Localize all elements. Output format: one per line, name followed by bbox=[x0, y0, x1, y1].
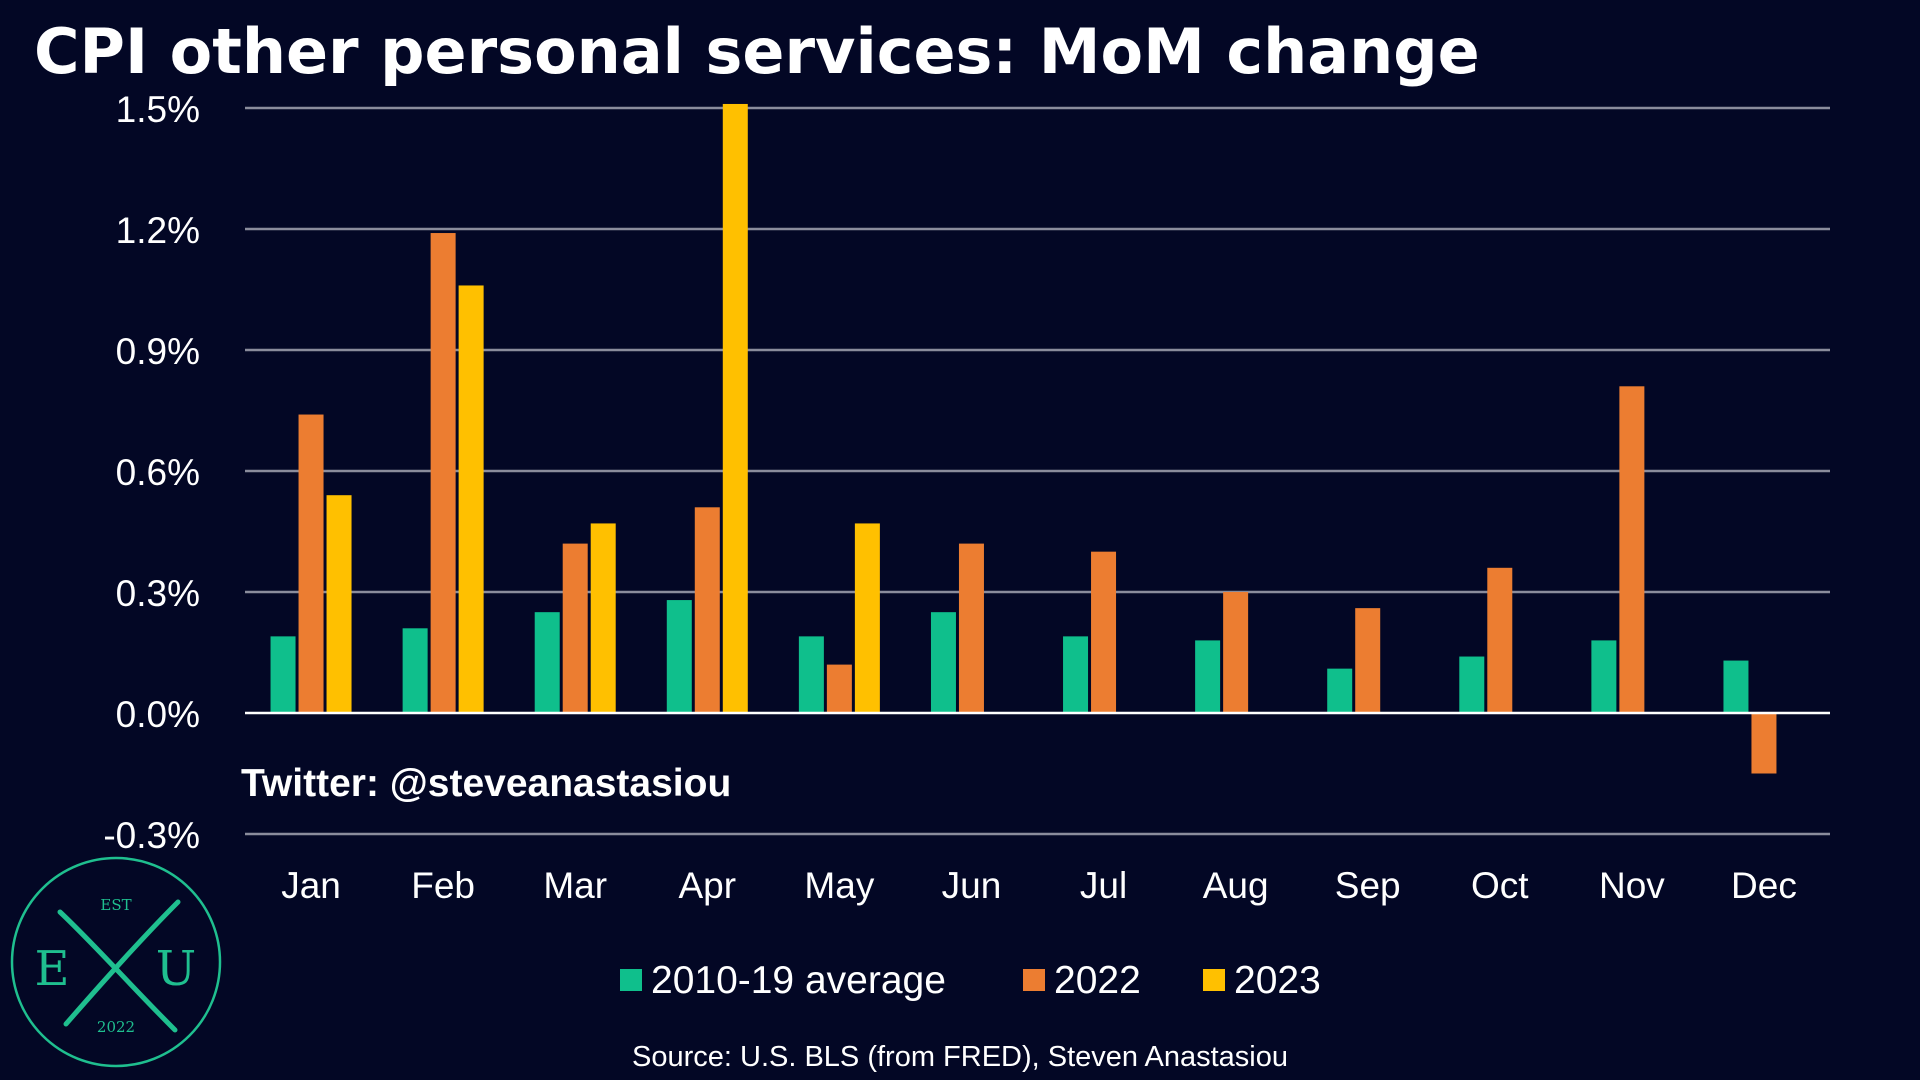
y-axis-ticks: 1.5% 1.2% 0.9% 0.6% 0.3% 0.0% -0.3% bbox=[103, 89, 200, 856]
bar-feb-1 bbox=[430, 233, 456, 714]
bar-sep-1 bbox=[1355, 608, 1381, 713]
bar-may-0 bbox=[798, 636, 824, 713]
bar-feb-2 bbox=[458, 285, 484, 713]
bar-dec-0 bbox=[1723, 660, 1749, 713]
bar-jul-0 bbox=[1063, 636, 1089, 713]
x-tick-label: Sep bbox=[1335, 865, 1401, 906]
y-tick-label: 0.3% bbox=[116, 573, 200, 614]
y-tick-label: 0.0% bbox=[116, 694, 200, 735]
exu-logo: EST E U 2022 bbox=[10, 856, 222, 1068]
legend-label: 2010-19 average bbox=[651, 959, 946, 1002]
bar-jun-1 bbox=[958, 543, 984, 713]
legend-swatch bbox=[1203, 969, 1225, 991]
chart-title: CPI other personal services: MoM change bbox=[34, 15, 1480, 88]
twitter-watermark: Twitter: @steveanastasiou bbox=[241, 762, 731, 805]
logo-e-letter: E bbox=[34, 941, 69, 997]
legend-item-avg: 2010-19 average bbox=[620, 959, 946, 1002]
x-tick-label: Jul bbox=[1080, 865, 1127, 906]
bar-aug-0 bbox=[1195, 640, 1221, 713]
legend-label: 2023 bbox=[1234, 959, 1321, 1002]
legend-swatch bbox=[620, 969, 642, 991]
bar-may-2 bbox=[854, 523, 880, 713]
bar-feb-0 bbox=[402, 628, 428, 713]
x-tick-label: Nov bbox=[1599, 865, 1665, 906]
bar-apr-0 bbox=[666, 600, 692, 713]
x-tick-label: May bbox=[804, 865, 874, 906]
x-tick-label: Feb bbox=[411, 865, 475, 906]
bar-jul-1 bbox=[1091, 551, 1117, 713]
bar-nov-0 bbox=[1591, 640, 1617, 713]
bar-oct-0 bbox=[1459, 656, 1485, 713]
bar-apr-1 bbox=[694, 507, 720, 713]
bar-dec-1 bbox=[1751, 713, 1777, 774]
x-axis-ticks: Jan Feb Mar Apr May Jun Jul Aug Sep Oct Nov Dec bbox=[281, 865, 1797, 906]
logo-year-text: 2022 bbox=[97, 1018, 135, 1036]
bar-nov-1 bbox=[1619, 386, 1645, 713]
source-note: Source: U.S. BLS (from FRED), Steven Ana… bbox=[632, 1041, 1288, 1073]
x-tick-label: Dec bbox=[1731, 865, 1797, 906]
logo-u-letter: U bbox=[156, 941, 196, 997]
y-tick-label: 0.6% bbox=[116, 452, 200, 493]
bar-jun-0 bbox=[930, 612, 956, 713]
bar-mar-1 bbox=[562, 543, 588, 713]
bar-sep-0 bbox=[1327, 668, 1353, 713]
y-tick-label: 1.2% bbox=[116, 210, 200, 251]
logo-cross-stroke-2 bbox=[63, 899, 181, 1027]
legend-swatch bbox=[1023, 969, 1045, 991]
legend-item-2023: 2023 bbox=[1203, 959, 1321, 1002]
legend-label: 2022 bbox=[1054, 959, 1141, 1002]
bar-jan-0 bbox=[270, 636, 296, 713]
bar-may-1 bbox=[826, 664, 852, 713]
x-tick-label: Aug bbox=[1203, 865, 1269, 906]
legend-item-2022: 2022 bbox=[1023, 959, 1141, 1002]
x-tick-label: Jun bbox=[942, 865, 1002, 906]
bar-oct-1 bbox=[1487, 567, 1513, 713]
grid-lines bbox=[245, 106, 1830, 836]
x-tick-label: Oct bbox=[1471, 865, 1529, 906]
y-tick-label: 0.9% bbox=[116, 331, 200, 372]
bar-mar-2 bbox=[590, 523, 616, 713]
bar-jan-1 bbox=[298, 414, 324, 713]
logo-est-text: EST bbox=[100, 896, 131, 914]
bars bbox=[270, 103, 1777, 774]
y-tick-label: 1.5% bbox=[116, 89, 200, 130]
x-tick-label: Mar bbox=[543, 865, 607, 906]
legend: 2010-19 average 2022 2023 bbox=[620, 959, 1321, 1002]
bar-apr-2 bbox=[722, 103, 748, 713]
bar-jan-2 bbox=[326, 495, 352, 713]
bar-mar-0 bbox=[534, 612, 560, 713]
x-tick-label: Apr bbox=[679, 865, 737, 906]
y-tick-label: -0.3% bbox=[103, 815, 200, 856]
bar-aug-1 bbox=[1223, 592, 1249, 713]
x-tick-label: Jan bbox=[281, 865, 341, 906]
